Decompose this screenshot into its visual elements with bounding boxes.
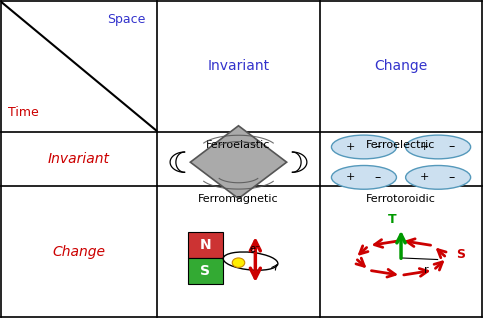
Text: –: – — [374, 141, 381, 154]
Ellipse shape — [331, 165, 397, 189]
Text: +: + — [420, 142, 429, 152]
Text: Change: Change — [374, 59, 427, 73]
Text: Ferromagnetic: Ferromagnetic — [198, 194, 279, 204]
Text: +: + — [346, 142, 355, 152]
Bar — [188, 258, 223, 284]
Text: S: S — [456, 248, 465, 261]
Ellipse shape — [331, 135, 397, 159]
Text: T: T — [388, 213, 397, 226]
Ellipse shape — [406, 135, 470, 159]
Text: +: + — [420, 172, 429, 182]
Text: –: – — [374, 171, 381, 184]
Text: Space: Space — [107, 13, 145, 26]
Text: S: S — [200, 264, 210, 278]
Text: Invariant: Invariant — [48, 152, 110, 166]
Ellipse shape — [232, 258, 245, 267]
Text: N: N — [199, 238, 211, 252]
Text: e⁻: e⁻ — [249, 244, 260, 254]
Text: Ferroelastic: Ferroelastic — [206, 140, 270, 150]
Text: Time: Time — [8, 107, 39, 120]
Text: –: – — [449, 141, 455, 154]
Ellipse shape — [406, 165, 470, 189]
Text: Invariant: Invariant — [207, 59, 270, 73]
Text: Change: Change — [53, 245, 105, 259]
Text: +: + — [346, 172, 355, 182]
Text: Ferroelectric: Ferroelectric — [366, 140, 436, 150]
Bar — [188, 232, 223, 258]
Text: r: r — [424, 265, 428, 275]
Text: Ferrotoroidic: Ferrotoroidic — [366, 194, 436, 204]
Text: –: – — [449, 171, 455, 184]
Polygon shape — [190, 126, 286, 198]
